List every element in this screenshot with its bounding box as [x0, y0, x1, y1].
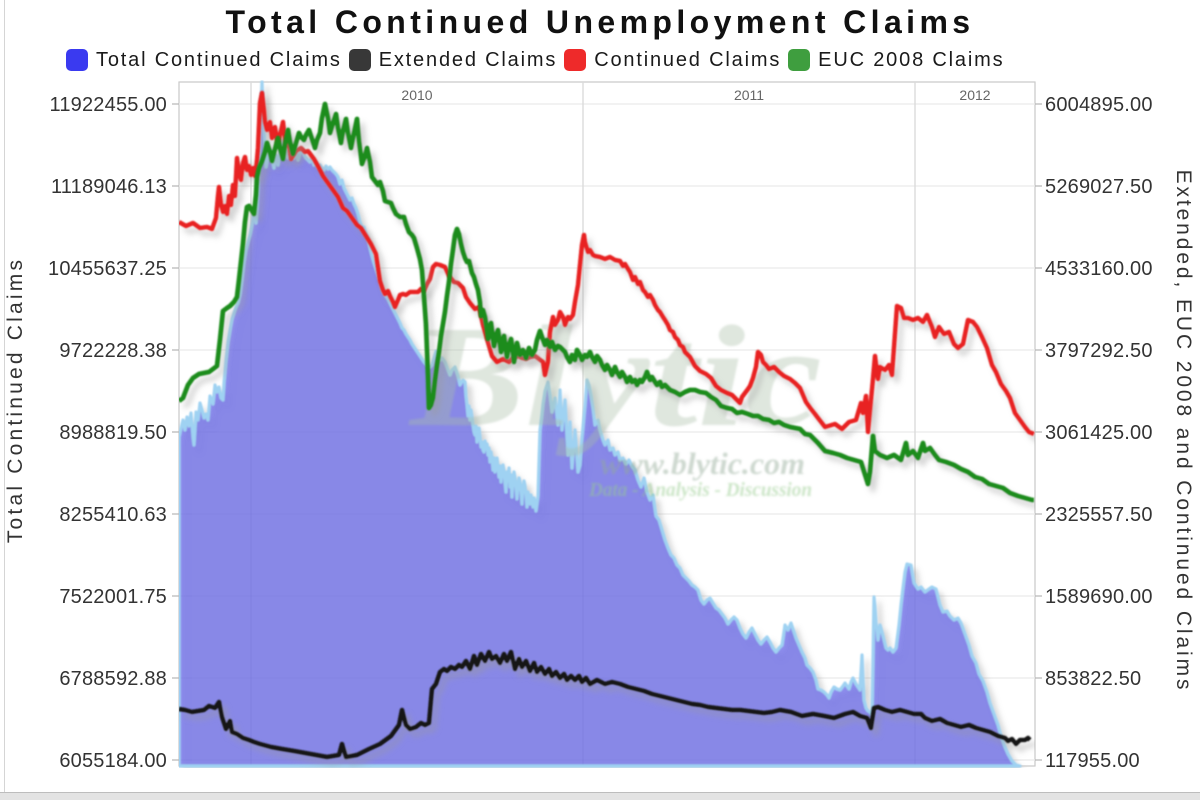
- svg-text:8255410.63: 8255410.63: [59, 504, 167, 526]
- svg-text:117955.00: 117955.00: [1045, 750, 1140, 772]
- svg-text:2325557.50: 2325557.50: [1045, 504, 1153, 526]
- svg-text:6055184.00: 6055184.00: [59, 750, 167, 772]
- svg-text:2011: 2011: [734, 87, 764, 103]
- svg-text:Data - Analysis - Discussion: Data - Analysis - Discussion: [588, 479, 812, 501]
- svg-text:8988819.50: 8988819.50: [59, 422, 167, 444]
- svg-text:3797292.50: 3797292.50: [1045, 340, 1153, 362]
- svg-text:3061425.00: 3061425.00: [1045, 422, 1153, 444]
- svg-text:11922455.00: 11922455.00: [49, 94, 167, 116]
- svg-text:6788592.88: 6788592.88: [59, 668, 167, 690]
- svg-text:9722228.38: 9722228.38: [59, 340, 167, 362]
- svg-text:853822.50: 853822.50: [1045, 668, 1141, 690]
- svg-text:www.blytic.com: www.blytic.com: [600, 446, 805, 481]
- svg-text:Total Continued Claims: Total Continued Claims: [4, 257, 27, 543]
- svg-text:2012: 2012: [959, 87, 990, 103]
- svg-text:11189046.13: 11189046.13: [51, 176, 167, 198]
- svg-text:7522001.75: 7522001.75: [59, 586, 167, 608]
- svg-text:4533160.00: 4533160.00: [1045, 258, 1153, 280]
- svg-text:5269027.50: 5269027.50: [1045, 176, 1153, 198]
- svg-text:2010: 2010: [401, 87, 432, 103]
- svg-text:Blytic: Blytic: [408, 297, 822, 457]
- svg-text:Extended, EUC 2008 and Continu: Extended, EUC 2008 and Continued Claims: [1172, 170, 1195, 693]
- svg-text:6004895.00: 6004895.00: [1045, 94, 1153, 116]
- svg-text:1589690.00: 1589690.00: [1045, 586, 1153, 608]
- svg-text:10455637.25: 10455637.25: [48, 258, 167, 280]
